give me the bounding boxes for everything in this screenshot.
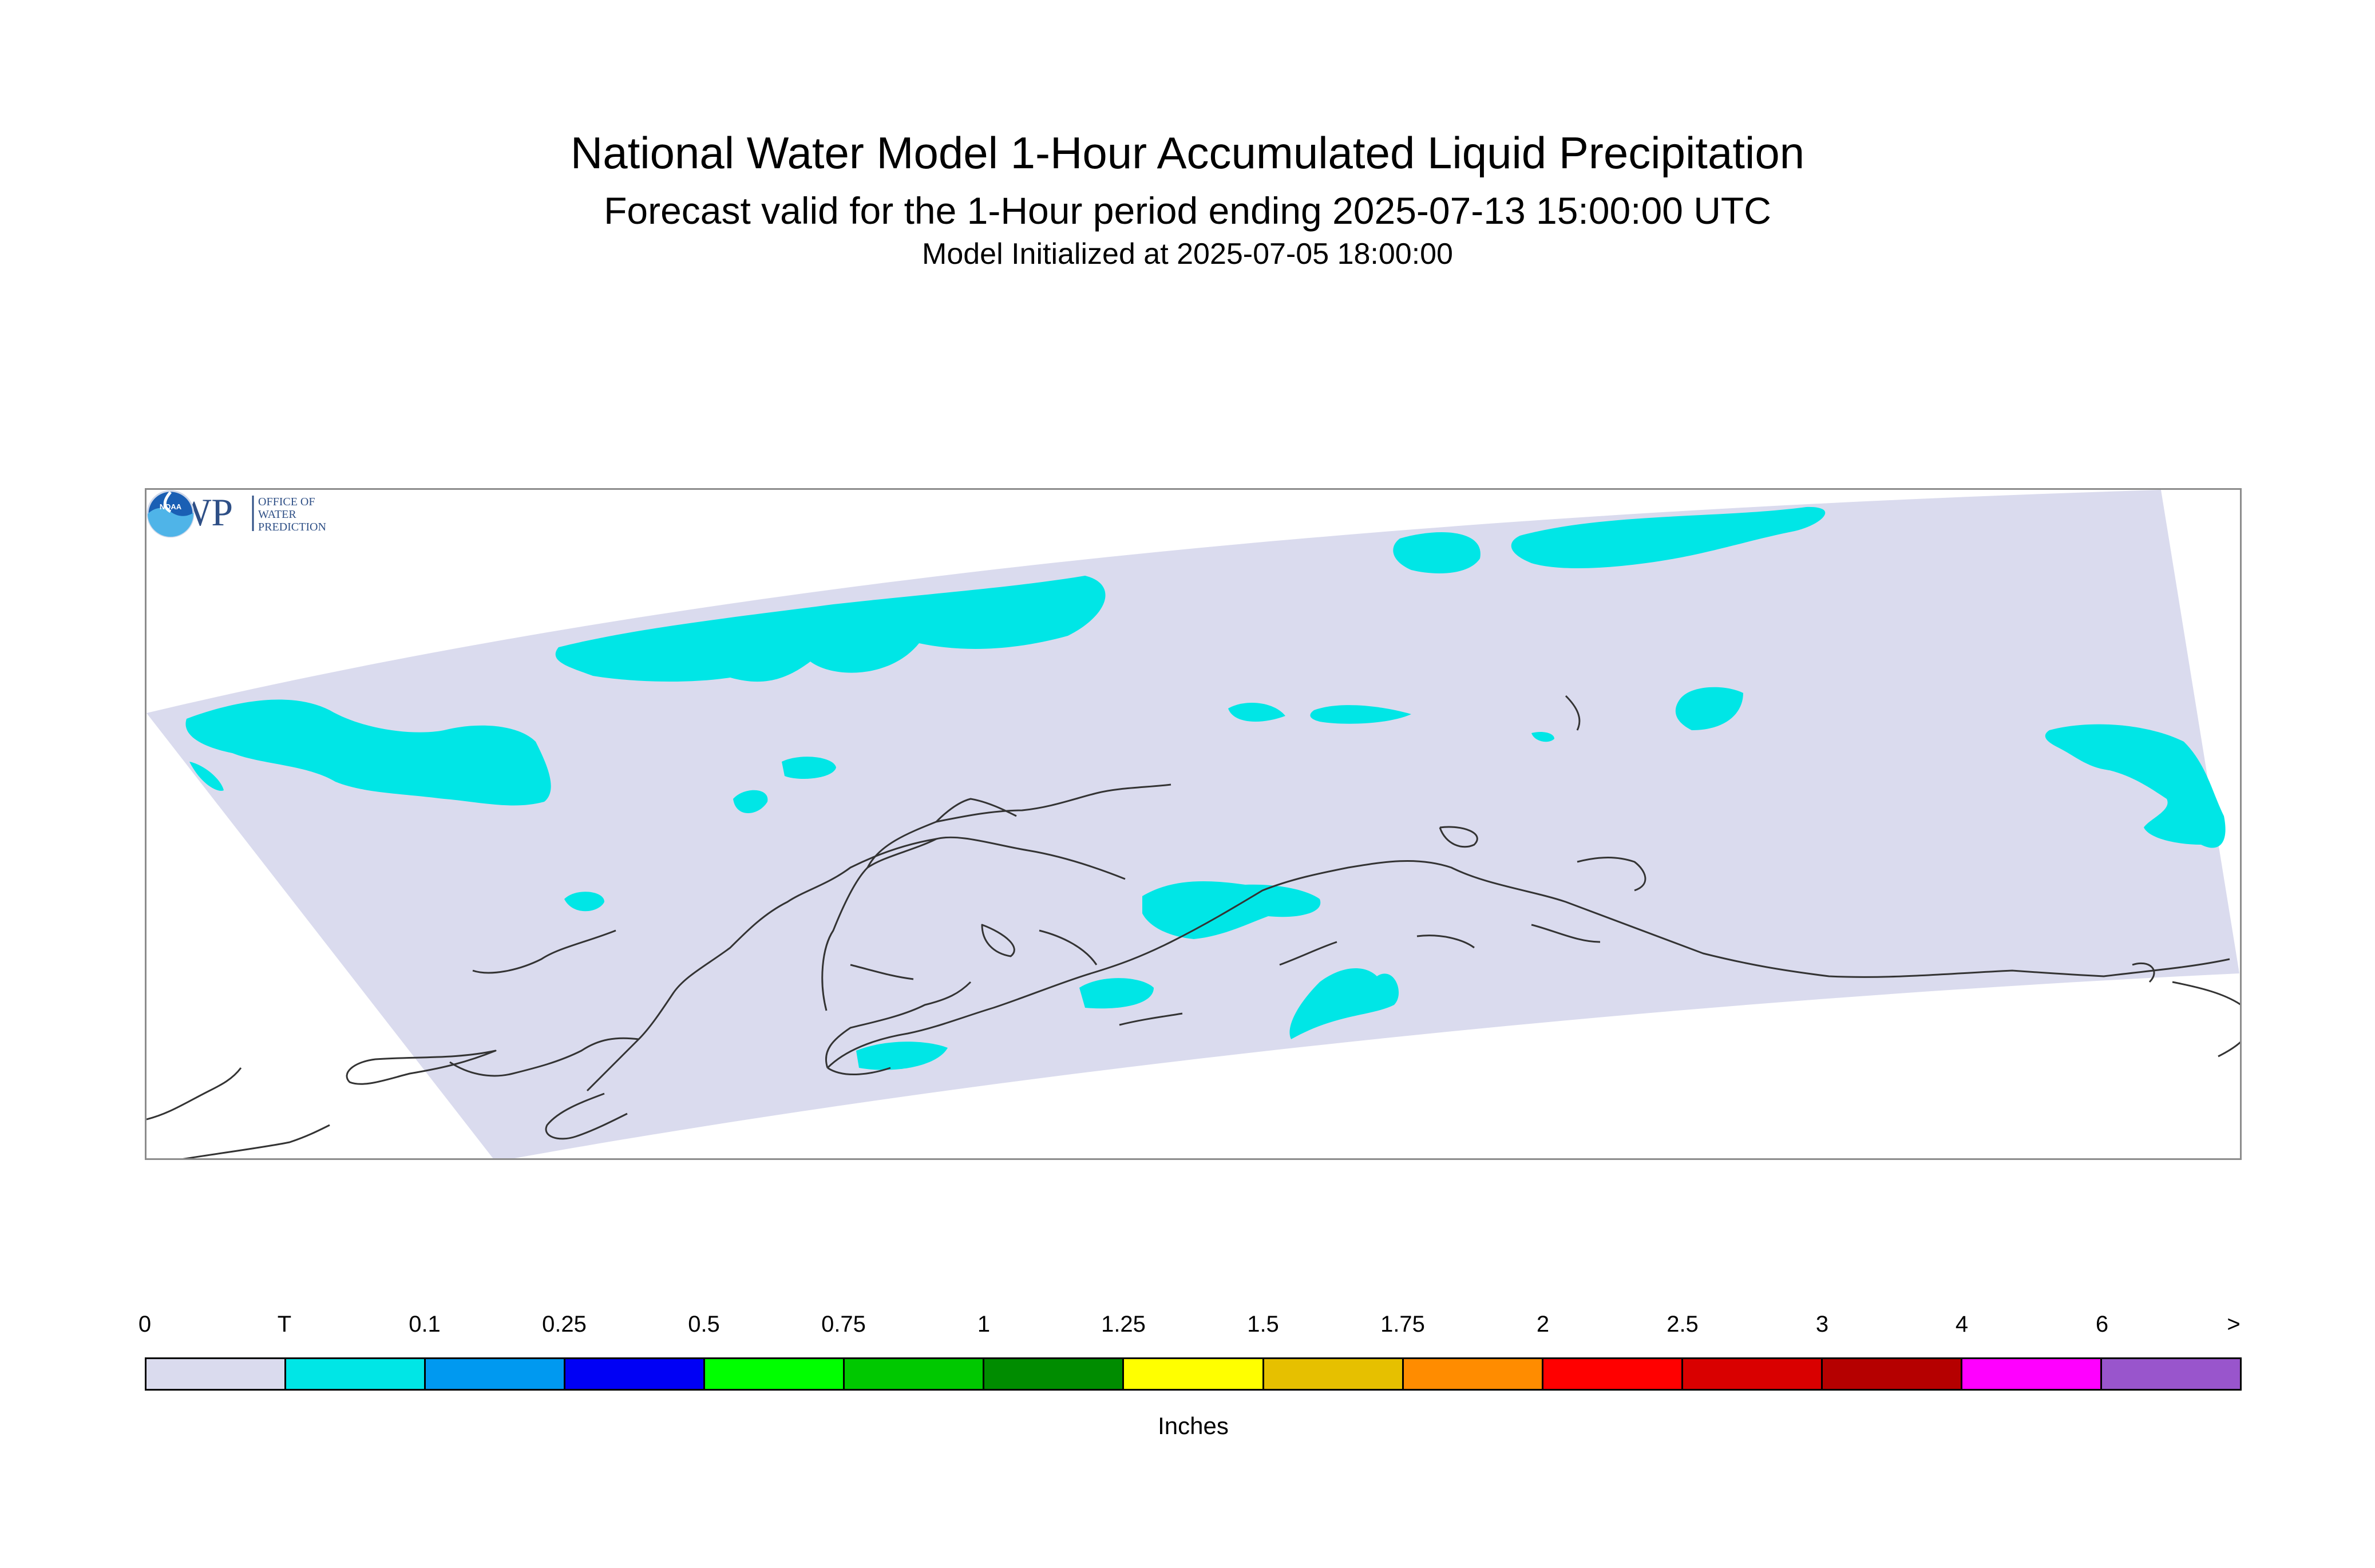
legend-tick-label: 2.5 [1667,1312,1699,1337]
legend-units-label: Inches [1158,1412,1229,1439]
precip-area [185,699,551,806]
legend-tick-label: 1.75 [1380,1312,1425,1337]
precip-area [1310,705,1411,724]
legend-swatch [984,1359,1125,1389]
legend-swatch [286,1359,426,1389]
precip-area [733,790,768,813]
precip-area [1289,968,1399,1039]
legend-tick-label: 2 [1536,1312,1550,1337]
legend-tick-label: > [2227,1312,2241,1337]
legend-swatch [1264,1359,1404,1389]
coastline [825,981,972,1068]
svg-text:OFFICE OF: OFFICE OF [258,496,315,508]
legend-tick-label: 0.75 [821,1312,866,1337]
legend-tick-label: 1.25 [1101,1312,1146,1337]
coastline [981,924,1015,957]
coastline [2218,1041,2240,1058]
legend-tick-label: 0.1 [409,1312,441,1337]
coastline [1416,935,1475,949]
coastline [1039,929,1098,965]
precip-area [564,892,604,912]
coastline [1279,941,1337,966]
legend-tick-label: 1.5 [1247,1312,1279,1337]
precip-area [856,1042,948,1070]
legend-swatch [426,1359,566,1389]
legend-tick-label: 0.25 [542,1312,587,1337]
coastline [850,964,914,980]
legend-color-bar [145,1357,2242,1391]
precip-area [1393,532,1481,573]
precip-area [189,762,224,791]
legend-swatch [1822,1359,1962,1389]
precip-area [1079,978,1154,1009]
precipitation-map: OWP OFFICE OF WATER PREDICTION NOAA [145,488,2242,1160]
noaa-logo: NOAA [147,490,195,538]
coastline [2172,981,2240,1005]
coastline [1565,695,1581,731]
precipitation-legend: 0 T 0.1 0.25 0.5 0.75 1 1.25 1.5 1.75 2 … [138,1312,2242,1455]
precip-area [1228,703,1285,722]
coastline [1439,826,1478,848]
svg-text:PREDICTION: PREDICTION [258,521,326,533]
coastline [346,1050,497,1085]
svg-text:WATER: WATER [258,508,296,521]
legend-swatch [705,1359,845,1389]
legend-swatch [845,1359,985,1389]
coastline [182,1124,330,1158]
coastline [866,783,1171,868]
legend-tick-label: 3 [1815,1312,1829,1337]
precip-area [1531,732,1554,742]
coastlines [147,695,2240,1158]
map-subtitle: Forecast valid for the 1-Hour period end… [604,189,1771,232]
legend-tick-label: 4 [1955,1312,1969,1337]
map-title: National Water Model 1-Hour Accumulated … [570,128,1805,178]
precip-area [1675,687,1743,730]
trace-precipitation-areas [185,506,2226,1070]
legend-swatch [1962,1359,2102,1389]
coastline [827,1067,891,1075]
coastline [1577,857,1646,892]
coastline [147,1067,242,1120]
legend-swatch [147,1359,287,1389]
map-canvas [147,490,2240,1158]
precip-area [782,757,836,779]
coastline [472,929,616,974]
precip-area [2045,724,2226,848]
model-init-time: Model Initialized at 2025-07-05 18:00:00 [922,237,1453,271]
coastline [1531,924,1601,943]
precip-area [1511,506,1826,568]
precip-area [1142,881,1321,939]
coastline [449,1037,639,1077]
legend-tick-label: 0.5 [688,1312,720,1337]
coastline [1119,1012,1183,1026]
legend-tick-label: 0 [138,1312,152,1337]
coastline [935,798,1017,823]
legend-swatch [565,1359,706,1389]
legend-tick-label: 6 [2095,1312,2109,1337]
coastline [821,836,1126,1011]
svg-text:NOAA: NOAA [160,502,182,511]
legend-swatch [1543,1359,1683,1389]
coastline [545,1092,628,1140]
model-domain [147,490,2239,1158]
legend-swatch [1403,1359,1543,1389]
legend-swatch [1124,1359,1264,1389]
coastline [826,860,2230,1069]
legend-swatch [1683,1359,1823,1389]
precip-area [555,576,1106,682]
legend-swatch [2101,1359,2240,1389]
legend-tick-label: T [277,1312,292,1337]
legend-tick-label: 1 [977,1312,991,1337]
coastline [2132,962,2155,983]
